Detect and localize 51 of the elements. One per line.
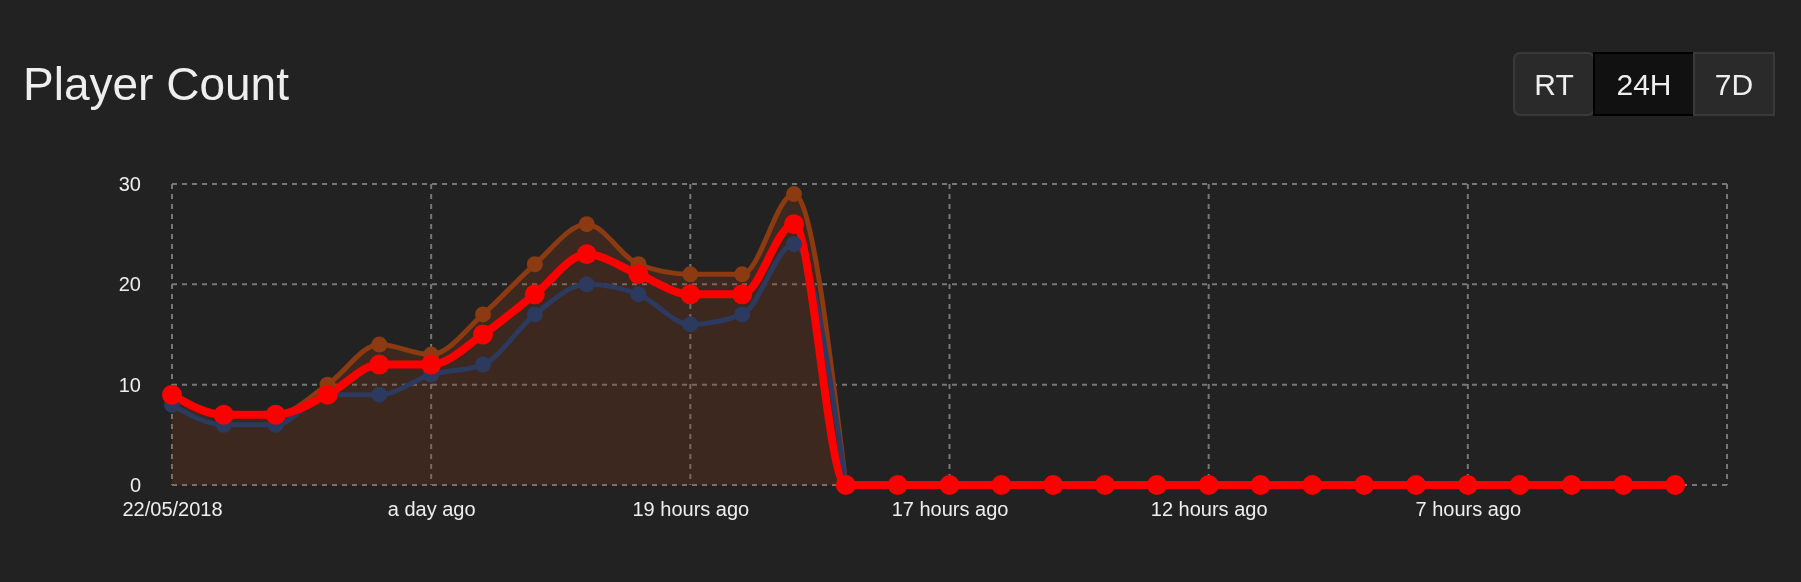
point: [939, 475, 960, 495]
point: [1250, 475, 1271, 495]
point: [1198, 475, 1219, 495]
point: [1302, 475, 1323, 495]
point: [1457, 475, 1478, 495]
x-tick-label: 22/05/2018: [122, 498, 223, 520]
point: [1613, 475, 1634, 495]
point: [1095, 475, 1115, 495]
point: [526, 306, 543, 323]
point: [1146, 475, 1167, 495]
point: [1406, 475, 1426, 495]
chart-title: Player Count: [23, 58, 290, 110]
x-tick-label: 7 hours ago: [1415, 498, 1522, 520]
point: [991, 475, 1012, 495]
point: [578, 276, 595, 293]
point: [369, 354, 390, 375]
point: [1561, 475, 1582, 495]
point: [682, 316, 699, 333]
x-tick-label: 12 hours ago: [1150, 498, 1268, 520]
y-tick-label: 30: [118, 172, 141, 195]
y-tick-label: 0: [129, 473, 141, 496]
point: [371, 336, 388, 353]
point: [1043, 475, 1064, 495]
point: [680, 284, 701, 305]
point: [473, 324, 493, 345]
x-tick-label: a day ago: [387, 498, 476, 520]
point: [371, 386, 388, 403]
point: [526, 256, 543, 273]
point: [1509, 475, 1530, 495]
x-tick-label: 17 hours ago: [891, 498, 1009, 520]
point: [784, 214, 804, 235]
point: [524, 284, 545, 305]
range-buttons: RT 24H 7D: [1513, 52, 1775, 116]
point: [421, 354, 442, 375]
point: [786, 186, 802, 203]
point: [1665, 475, 1686, 495]
x-tick-label: 19 hours ago: [632, 498, 750, 520]
y-tick-label: 20: [118, 273, 141, 296]
point: [630, 286, 647, 303]
point: [578, 216, 595, 233]
point: [1354, 475, 1375, 495]
point: [734, 306, 751, 323]
point: [628, 264, 649, 285]
point: [732, 284, 753, 305]
point: [887, 475, 908, 495]
y-tick-label: 10: [118, 373, 141, 396]
point: [475, 356, 491, 373]
point: [475, 306, 491, 323]
point: [734, 266, 751, 283]
point: [576, 244, 597, 265]
point: [786, 236, 802, 253]
